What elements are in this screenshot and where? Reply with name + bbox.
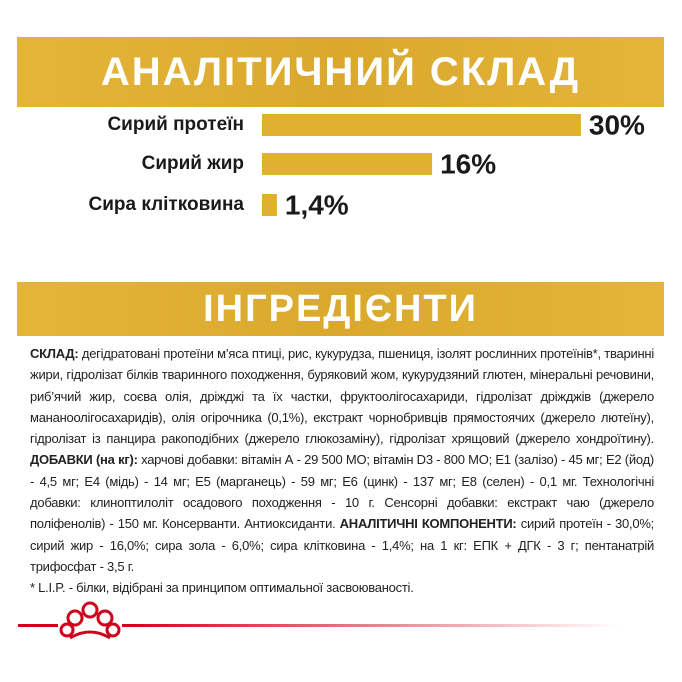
bar bbox=[262, 114, 581, 136]
bold-label: АНАЛІТИЧНІ КОМПОНЕНТИ: bbox=[339, 516, 517, 532]
section-title: АНАЛІТИЧНИЙ СКЛАД bbox=[17, 37, 664, 107]
category-label: Сира клітковина bbox=[88, 194, 244, 215]
bar bbox=[262, 194, 277, 216]
value-label: 16% bbox=[440, 148, 496, 179]
section-title: ІНГРЕДІЄНТИ bbox=[17, 282, 664, 336]
crown bbox=[59, 601, 121, 640]
ingredients-text: СКЛАД: дегідратовані протеїни м’яса птиц… bbox=[30, 343, 654, 599]
text-run: дегідратовані протеїни м’яса птиці, рис,… bbox=[30, 346, 654, 447]
footnote: * L.I.P. - білки, відібрані за принципом… bbox=[30, 580, 414, 596]
text-run: сирий протеїн - 30,0%; сирий жир - 16,0%… bbox=[30, 516, 655, 574]
rule bbox=[18, 624, 58, 627]
category-label: Сирий жир bbox=[142, 153, 244, 174]
value-label: 1,4% bbox=[285, 189, 349, 220]
bold-label: СКЛАД: bbox=[30, 346, 79, 361]
paragraph: СКЛАД: дегідратовані протеїни м’яса птиц… bbox=[30, 343, 654, 577]
category-label: Сирий протеїн bbox=[107, 114, 244, 135]
rule bbox=[122, 624, 622, 627]
logo bbox=[18, 601, 622, 640]
text-run: харчові добавки: вітамін А - 29 500 МО; … bbox=[30, 452, 654, 532]
chart: Сирий протеїн 30% Сирий жир 16% Сира клітков… bbox=[88, 109, 645, 220]
bold-label: ДОБАВКИ (на кг): bbox=[30, 452, 138, 468]
bar bbox=[262, 153, 433, 175]
value-label: 30% bbox=[589, 109, 645, 140]
